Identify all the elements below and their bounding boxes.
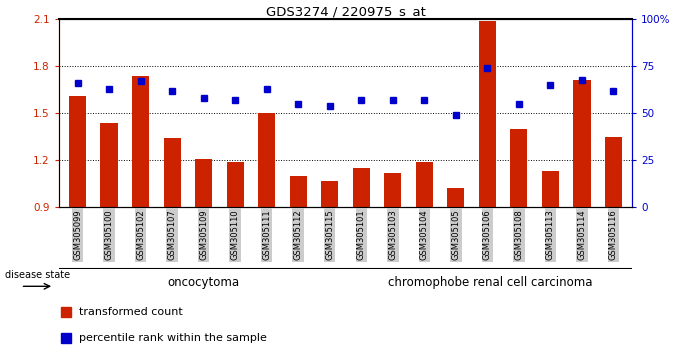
Text: GSM305109: GSM305109 bbox=[199, 210, 208, 260]
Bar bbox=[352, 168, 370, 207]
Text: GSM305101: GSM305101 bbox=[357, 210, 366, 260]
Text: GSM305113: GSM305113 bbox=[546, 210, 555, 260]
Text: GSM305099: GSM305099 bbox=[73, 210, 82, 260]
Bar bbox=[510, 129, 527, 207]
Text: GSM305107: GSM305107 bbox=[168, 210, 177, 260]
Bar bbox=[227, 162, 244, 207]
Text: GSM305104: GSM305104 bbox=[419, 210, 429, 260]
Bar bbox=[100, 123, 118, 207]
Bar bbox=[447, 188, 464, 207]
Text: GSM305105: GSM305105 bbox=[451, 210, 460, 260]
Text: GSM305100: GSM305100 bbox=[104, 210, 113, 260]
Text: GSM305114: GSM305114 bbox=[578, 210, 587, 260]
Bar bbox=[290, 176, 307, 207]
Text: oncocytoma: oncocytoma bbox=[168, 276, 240, 289]
Text: GSM305111: GSM305111 bbox=[262, 210, 272, 260]
Bar bbox=[605, 137, 622, 207]
Text: GSM305115: GSM305115 bbox=[325, 210, 334, 260]
Bar bbox=[164, 138, 181, 207]
Bar bbox=[132, 76, 149, 207]
Bar bbox=[69, 96, 86, 207]
Text: GSM305106: GSM305106 bbox=[483, 210, 492, 260]
Text: GSM305103: GSM305103 bbox=[388, 210, 397, 260]
Text: transformed count: transformed count bbox=[79, 307, 183, 317]
Text: percentile rank within the sample: percentile rank within the sample bbox=[79, 333, 267, 343]
Bar bbox=[573, 80, 591, 207]
Bar bbox=[321, 181, 339, 207]
Bar bbox=[542, 171, 559, 207]
Text: GSM305102: GSM305102 bbox=[136, 210, 145, 260]
Text: GSM305116: GSM305116 bbox=[609, 210, 618, 260]
Text: GSM305112: GSM305112 bbox=[294, 210, 303, 260]
Text: chromophobe renal cell carcinoma: chromophobe renal cell carcinoma bbox=[388, 276, 593, 289]
Text: GSM305108: GSM305108 bbox=[514, 210, 523, 260]
Bar bbox=[195, 159, 212, 207]
Bar bbox=[384, 173, 401, 207]
Bar bbox=[415, 162, 433, 207]
Bar bbox=[258, 113, 276, 207]
Bar bbox=[479, 21, 496, 207]
Text: disease state: disease state bbox=[5, 270, 70, 280]
Title: GDS3274 / 220975_s_at: GDS3274 / 220975_s_at bbox=[265, 5, 426, 18]
Text: GSM305110: GSM305110 bbox=[231, 210, 240, 260]
